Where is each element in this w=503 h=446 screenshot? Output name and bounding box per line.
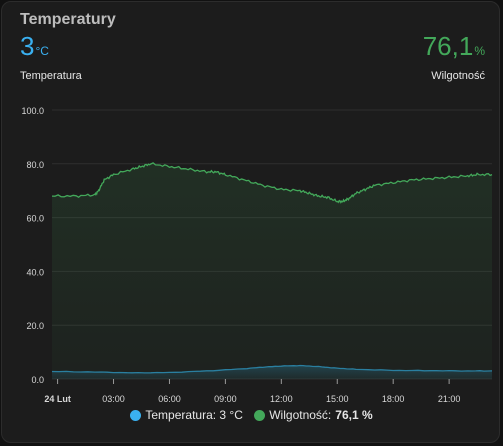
chart-axes: 0.0 20.0 40.0 60.0 80.0 100.0 24 Lut 03:00 06:00… bbox=[21, 106, 460, 402]
humidity-name: Wilgotność bbox=[431, 70, 485, 82]
x-tick-label: 21:00 bbox=[438, 394, 461, 402]
y-tick-label: 100.0 bbox=[21, 106, 44, 116]
humidity-legend-dot bbox=[254, 409, 266, 421]
y-tick-label: 20.0 bbox=[26, 321, 44, 331]
humidity-line bbox=[51, 162, 493, 204]
temperature-legend-label: Temperatura: 3 °C bbox=[145, 408, 243, 422]
legend-temperature[interactable]: Temperatura: 3 °C bbox=[130, 408, 243, 422]
temperature-line bbox=[51, 364, 493, 374]
y-tick-label: 0.0 bbox=[31, 375, 44, 385]
humidity-unit: % bbox=[474, 44, 485, 58]
temperature-legend-dot bbox=[130, 409, 142, 421]
humidity-value: 76,1 bbox=[422, 31, 474, 61]
x-tick-label: 18:00 bbox=[382, 394, 405, 402]
legend-humidity[interactable]: Wilgotność: 76,1 % bbox=[254, 408, 373, 422]
humidity-legend-label: Wilgotność: bbox=[269, 408, 332, 422]
x-tick-label: 12:00 bbox=[270, 394, 293, 402]
y-tick-label: 40.0 bbox=[26, 267, 44, 277]
y-tick-label: 60.0 bbox=[26, 214, 44, 224]
chart-series bbox=[51, 162, 493, 379]
humidity-sensor[interactable]: 76,1% Wilgotność bbox=[423, 31, 485, 82]
humidity-legend-value: 76,1 % bbox=[335, 408, 373, 422]
x-tick-label: 06:00 bbox=[158, 394, 181, 402]
x-tick-label: 15:00 bbox=[326, 394, 349, 402]
temperature-name: Temperatura bbox=[20, 70, 82, 82]
x-tick-label: 09:00 bbox=[214, 394, 237, 402]
temperature-area bbox=[52, 365, 492, 379]
temperature-value-row: 3°C bbox=[20, 31, 82, 66]
history-chart[interactable]: 0.0 20.0 40.0 60.0 80.0 100.0 24 Lut 03:00 06:00… bbox=[2, 2, 500, 402]
y-tick-label: 80.0 bbox=[26, 160, 44, 170]
temperature-unit: °C bbox=[35, 44, 49, 58]
temperature-value: 3 bbox=[20, 31, 35, 61]
temperature-sensor[interactable]: 3°C Temperatura bbox=[20, 31, 82, 82]
x-tick-label: 24 Lut bbox=[44, 394, 71, 402]
card-title: Temperatury bbox=[20, 11, 116, 28]
humidity-value-row: 76,1% bbox=[423, 31, 485, 66]
x-tick-label: 03:00 bbox=[102, 394, 125, 402]
chart-legend: Temperatura: 3 °C Wilgotność: 76,1 % bbox=[2, 408, 499, 424]
humidity-area bbox=[52, 162, 492, 379]
